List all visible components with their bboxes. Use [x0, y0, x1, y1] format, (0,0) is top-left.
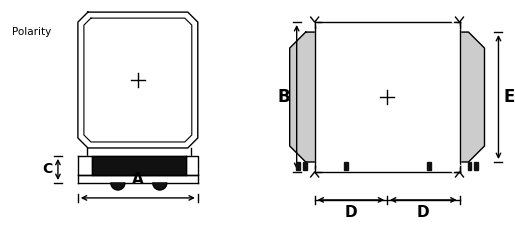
Polygon shape	[153, 183, 167, 190]
Text: Polarity: Polarity	[12, 27, 51, 37]
Text: C: C	[42, 162, 52, 176]
Polygon shape	[78, 156, 92, 175]
Polygon shape	[111, 183, 125, 190]
Text: D: D	[417, 205, 430, 220]
Polygon shape	[186, 156, 198, 175]
Polygon shape	[303, 162, 306, 170]
Polygon shape	[87, 148, 191, 155]
Polygon shape	[344, 162, 348, 170]
Polygon shape	[296, 162, 300, 170]
Text: B: B	[278, 88, 290, 106]
Polygon shape	[78, 175, 198, 183]
Polygon shape	[290, 32, 352, 162]
Polygon shape	[84, 18, 192, 142]
Text: E: E	[504, 88, 515, 106]
Polygon shape	[426, 162, 431, 170]
Polygon shape	[315, 22, 459, 172]
Polygon shape	[78, 12, 198, 148]
Text: A: A	[132, 172, 144, 187]
Polygon shape	[422, 32, 485, 162]
Polygon shape	[92, 156, 186, 175]
Polygon shape	[474, 162, 478, 170]
Text: D: D	[345, 205, 357, 220]
Polygon shape	[468, 162, 472, 170]
